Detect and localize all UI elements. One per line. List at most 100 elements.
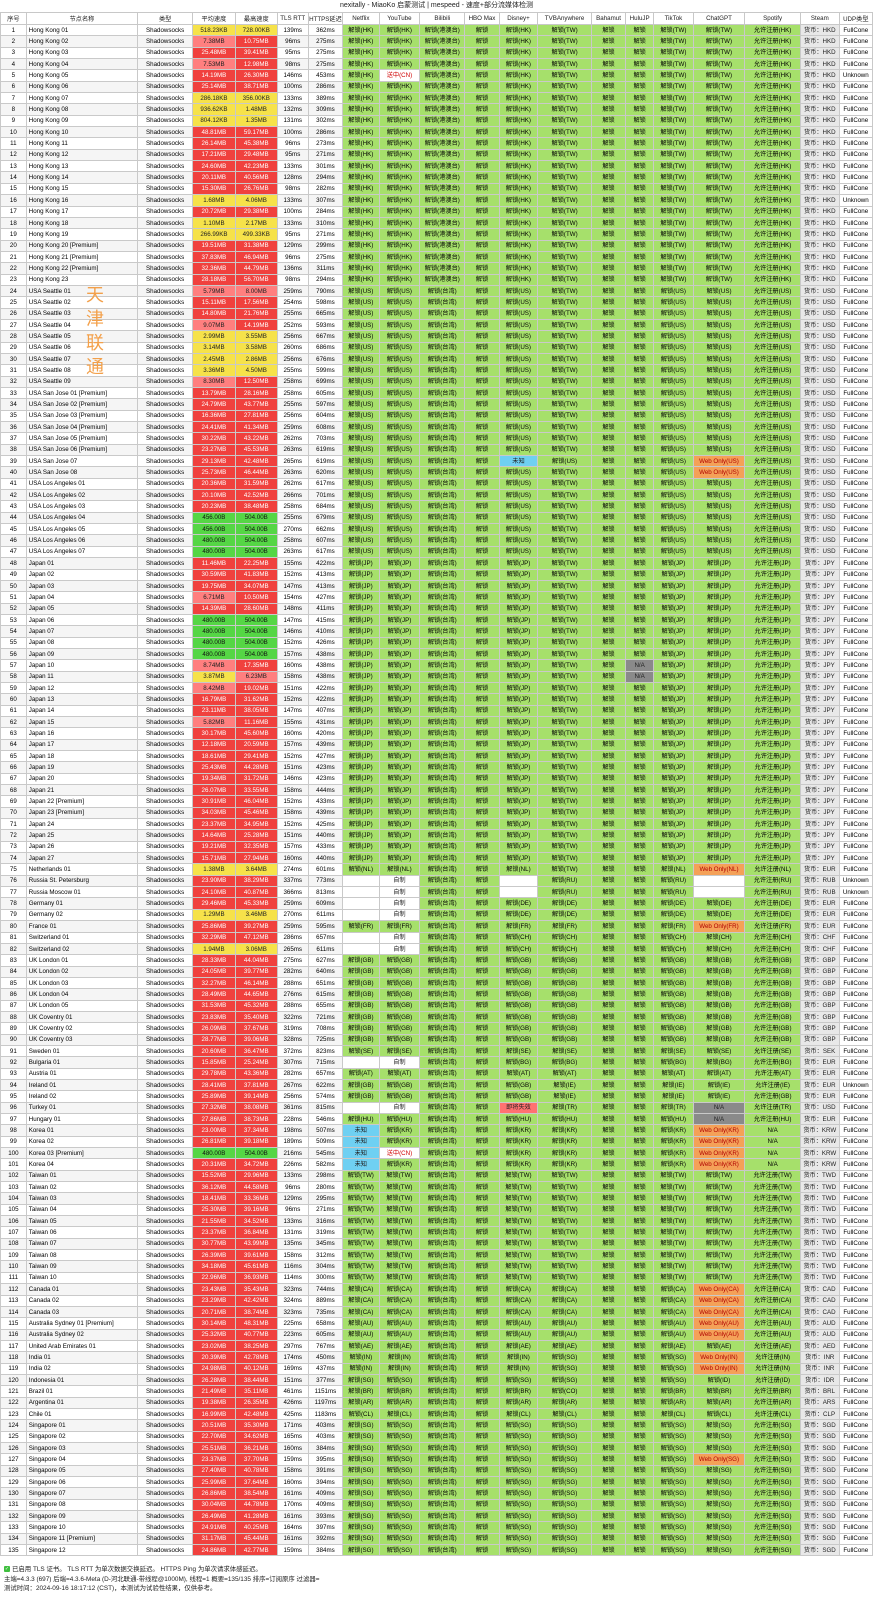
unlock-status: 解锁(SG) bbox=[653, 1475, 694, 1489]
unlock-status: N/A bbox=[625, 659, 655, 672]
udp-type: 货币：SGD bbox=[799, 1532, 840, 1546]
unlock-status: 解锁(SG) bbox=[498, 1430, 539, 1443]
unlock-status: 解锁(台湾) bbox=[419, 341, 466, 354]
row-index: 23 bbox=[0, 273, 27, 286]
unlock-status: 解锁(HK) bbox=[498, 46, 539, 60]
udp-type: 货币：HKD bbox=[799, 92, 840, 105]
unlock-status: 解锁(US) bbox=[342, 330, 380, 343]
unlock-status: 解锁(US) bbox=[653, 364, 694, 377]
unlock-status: 解锁(US) bbox=[653, 398, 694, 411]
steam-currency: 允许注册(JP) bbox=[744, 704, 801, 717]
https-latency: 271ms bbox=[307, 1203, 344, 1217]
row-index: 106 bbox=[0, 1215, 27, 1228]
check-icon: ✓ bbox=[4, 1566, 10, 1573]
cell: FullCone bbox=[838, 591, 873, 604]
proxy-type: Shadowsocks bbox=[137, 920, 193, 933]
tls-rtt: 255ms bbox=[276, 307, 309, 320]
unlock-status: 解锁(RU) bbox=[653, 886, 694, 899]
unlock-status: 解锁(SG) bbox=[537, 1430, 592, 1443]
unlock-status: 解锁 bbox=[590, 273, 627, 286]
avg-speed: 8.30MB bbox=[191, 375, 236, 389]
max-speed: 47.12MB bbox=[234, 931, 278, 944]
cell: FullCone bbox=[838, 1396, 873, 1409]
table-row: 48 Japan 01 Shadowsocks 11.46MB 22.25MB 155ms… bbox=[0, 557, 873, 570]
unlock-status: 解锁(US) bbox=[342, 523, 380, 536]
unlock-status: 解锁(JP) bbox=[498, 579, 539, 593]
unlock-status: 解锁 bbox=[464, 216, 500, 230]
unlock-status: 解锁(台湾) bbox=[419, 920, 466, 933]
max-speed: 39.06MB bbox=[234, 1033, 278, 1046]
steam-currency: 允许注册(JP) bbox=[744, 806, 801, 820]
steam-currency: 允许注册(US) bbox=[744, 386, 801, 400]
unlock-status: 解锁(TW) bbox=[537, 738, 592, 752]
unlock-status: 解锁(SG) bbox=[342, 1453, 380, 1466]
node-name: Korea 01 bbox=[25, 1124, 139, 1137]
steam-currency: N/A bbox=[744, 1124, 801, 1137]
node-name: Germany 01 bbox=[25, 897, 139, 910]
udp-type: 货币：JPY bbox=[799, 749, 840, 763]
node-name: Singapore 10 bbox=[25, 1521, 139, 1534]
unlock-status: 解锁(HK) bbox=[378, 194, 421, 207]
unlock-status: 解锁(TW) bbox=[537, 171, 592, 184]
unlock-status: 解锁(台湾) bbox=[419, 1464, 466, 1478]
cell: FullCone bbox=[838, 761, 873, 774]
steam-currency: 允许注册(CA) bbox=[744, 1305, 801, 1319]
unlock-status: 解锁(TW) bbox=[653, 1181, 694, 1194]
unlock-status: 解锁(JP) bbox=[498, 727, 539, 740]
unlock-status: 解锁(CH) bbox=[692, 942, 746, 956]
node-name: Taiwan 03 bbox=[25, 1192, 139, 1205]
unlock-status: 解锁(TW) bbox=[653, 137, 694, 150]
tls-rtt: 133ms bbox=[276, 216, 309, 230]
table-row: 105 Taiwan 04 Shadowsocks 25.30MB 39.16MB 96m… bbox=[0, 1203, 873, 1217]
max-speed: 42.52MB bbox=[234, 489, 278, 502]
unlock-status: 解锁(IN) bbox=[378, 1362, 421, 1375]
unlock-status: 解锁(JP) bbox=[692, 636, 746, 649]
unlock-status: 解锁(台湾) bbox=[419, 1022, 466, 1035]
unlock-status: 解锁 bbox=[464, 341, 500, 354]
avg-speed: 14.39MB bbox=[191, 602, 236, 615]
unlock-status: 解锁 bbox=[625, 398, 655, 411]
max-speed: 40.77MB bbox=[234, 1328, 278, 1341]
unlock-status: 解锁 bbox=[625, 375, 655, 389]
table-row: 125 Singapore 02 Shadowsocks 22.70MB 34.62MB… bbox=[0, 1430, 873, 1443]
column-header: UDP类型 bbox=[838, 12, 873, 25]
unlock-status: 解锁 bbox=[590, 1181, 627, 1194]
udp-type: 货币：JPY bbox=[799, 806, 840, 820]
table-row: 18 Hong Kong 18 Shadowsocks 1.10MB 2.17MB 133… bbox=[0, 216, 873, 230]
unlock-status: 解锁 bbox=[590, 557, 627, 570]
row-index: 53 bbox=[0, 613, 27, 627]
unlock-status: 解锁 bbox=[464, 920, 500, 933]
unlock-status: 解锁 bbox=[464, 137, 500, 150]
node-name: Japan 20 bbox=[25, 772, 139, 786]
unlock-status: 解锁(AU) bbox=[498, 1317, 539, 1330]
unlock-status: 解锁(JP) bbox=[653, 727, 694, 740]
unlock-status: 解锁(SG) bbox=[653, 1351, 694, 1364]
unlock-status: 解锁(HK) bbox=[378, 205, 421, 218]
tls-rtt: 275ms bbox=[276, 954, 309, 967]
max-speed: 3.46MB bbox=[234, 908, 278, 922]
unlock-status: 解锁(JP) bbox=[498, 613, 539, 627]
unlock-status: 解锁 bbox=[590, 228, 627, 241]
node-name: Argentina 01 bbox=[25, 1396, 139, 1409]
max-speed: 1.48MB bbox=[234, 103, 278, 116]
unlock-status bbox=[692, 886, 746, 899]
tls-rtt: 128ms bbox=[276, 171, 309, 184]
steam-currency: 允许注册(HU) bbox=[744, 1112, 801, 1126]
tls-rtt: 282ms bbox=[276, 1067, 309, 1080]
table-row: 122 Argentina 01 Shadowsocks 19.38MB 26.35MB… bbox=[0, 1396, 873, 1409]
node-name: Hong Kong 17 bbox=[25, 205, 139, 218]
unlock-status: 解锁(HK) bbox=[378, 58, 421, 71]
max-speed: 44.58MB bbox=[234, 1181, 278, 1194]
unlock-status: 解锁(台湾) bbox=[419, 636, 466, 649]
tls-rtt: 152ms bbox=[276, 568, 309, 581]
unlock-status: 解锁(台湾) bbox=[419, 386, 466, 400]
max-speed: 38.74MB bbox=[234, 1305, 278, 1319]
tls-rtt: 198ms bbox=[276, 1124, 309, 1137]
avg-speed: 48.81MB bbox=[191, 126, 236, 139]
unlock-status: 解锁(JP) bbox=[692, 613, 746, 627]
tls-rtt: 129ms bbox=[276, 239, 309, 252]
tls-rtt: 263ms bbox=[276, 545, 309, 559]
avg-speed: 15.52MB bbox=[191, 1169, 236, 1183]
proxy-type: Shadowsocks bbox=[137, 489, 193, 502]
proxy-type: Shadowsocks bbox=[137, 681, 193, 695]
